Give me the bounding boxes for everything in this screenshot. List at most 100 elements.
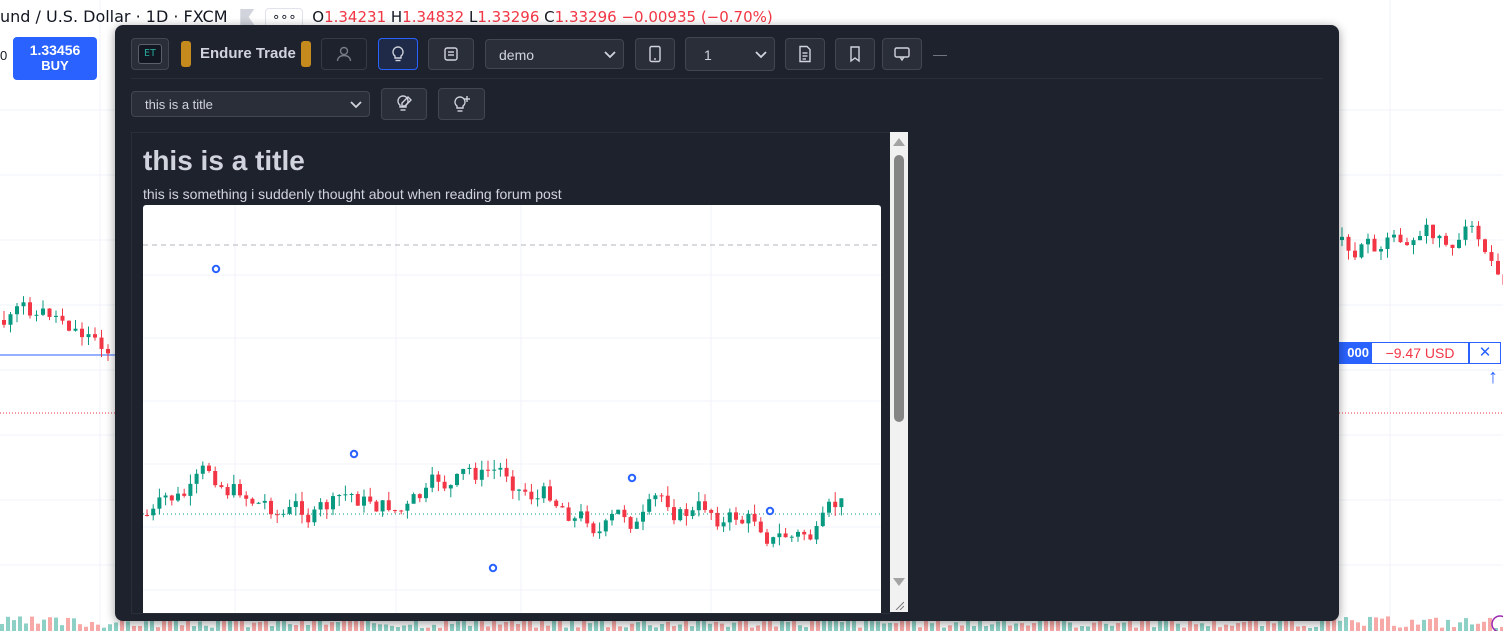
flag-icon[interactable] <box>240 9 255 25</box>
volume-bar <box>1002 616 1006 631</box>
bookmark-button[interactable] <box>835 38 875 70</box>
content-scrollbar[interactable] <box>890 132 908 612</box>
symbol-name[interactable]: und / U.S. Dollar · 1D · FXCM <box>0 7 228 26</box>
volume-bar <box>306 625 310 631</box>
candle-body <box>1489 252 1494 261</box>
volume-bar <box>702 618 706 631</box>
idea-chart-image <box>143 205 881 613</box>
scroll-up-icon[interactable] <box>893 138 905 146</box>
volume-bar <box>1080 626 1084 631</box>
volume-bar <box>834 619 838 631</box>
volume-bar <box>744 619 748 631</box>
candle-body <box>647 499 652 512</box>
buy-button[interactable]: 1.33456 BUY <box>13 37 97 80</box>
candle-body <box>176 493 180 501</box>
volume-bar <box>36 623 40 631</box>
volume-bar <box>360 616 364 631</box>
volume-bar <box>390 625 394 631</box>
volume-bar <box>984 625 988 631</box>
scrollbar-thumb[interactable] <box>894 155 904 422</box>
volume-bar <box>1104 623 1108 631</box>
volume-bar <box>1014 623 1018 631</box>
volume-bar <box>1176 623 1180 631</box>
candle-body <box>60 315 65 321</box>
candle-body <box>820 512 825 527</box>
position-line[interactable]: 000 −9.47 USD ✕ <box>1337 342 1503 364</box>
user-button[interactable] <box>321 38 367 70</box>
volume-bar <box>948 625 952 631</box>
volume-bar <box>528 617 532 631</box>
volume-bar <box>924 619 928 631</box>
candle-body <box>498 467 503 470</box>
volume-bar <box>1086 626 1090 631</box>
volume-bar <box>354 620 358 631</box>
volume-bar <box>1218 627 1222 631</box>
volume-bar <box>1272 623 1276 631</box>
comment-button[interactable] <box>882 38 922 70</box>
position-quantity[interactable]: 000 <box>1337 342 1371 364</box>
candle-body <box>250 498 255 504</box>
bookmark-icon <box>850 46 860 63</box>
volume-bar <box>420 627 424 631</box>
candle-body <box>517 489 521 491</box>
scroll-down-icon[interactable] <box>893 578 905 586</box>
candle-body <box>28 302 32 316</box>
idea-select[interactable]: this is a title <box>131 91 370 117</box>
volume-bar <box>990 624 994 631</box>
volume-bar <box>1242 621 1246 631</box>
candle-body <box>1366 238 1370 245</box>
arrow-up-icon[interactable]: ↑ <box>1488 366 1498 388</box>
ideas-button[interactable] <box>378 38 418 70</box>
volume-bar <box>1410 619 1414 631</box>
candle-body <box>318 502 323 510</box>
candle-body <box>293 501 298 508</box>
volume-bar <box>1398 627 1402 631</box>
candle-body <box>566 507 571 521</box>
candle-body <box>765 532 769 544</box>
volume-bar <box>42 619 46 631</box>
volume-bar <box>516 624 520 631</box>
endure-trade-panel: ET Endure Trade demo 1 — this is a title <box>115 25 1339 621</box>
idea-chart-snapshot <box>143 205 881 613</box>
mobile-button[interactable] <box>635 38 675 70</box>
document-button[interactable] <box>785 38 825 70</box>
candle-body <box>262 500 267 503</box>
quantity-select[interactable]: 1 <box>685 37 775 71</box>
volume-bar <box>1446 619 1450 631</box>
volume-bar <box>912 617 916 631</box>
minimize-dash[interactable]: — <box>933 46 947 62</box>
logo-button[interactable]: ET <box>131 38 169 70</box>
volume-bar <box>258 621 262 631</box>
edit-idea-button[interactable] <box>381 88 427 120</box>
candle-body <box>746 513 751 524</box>
add-idea-button[interactable] <box>438 88 485 120</box>
volume-bar <box>156 627 160 631</box>
volume-bar <box>396 627 400 631</box>
volume-bar <box>162 619 166 631</box>
volume-bar <box>798 625 802 631</box>
candle-body <box>231 484 236 496</box>
volume-bar <box>606 627 610 631</box>
volume-bar <box>30 616 34 631</box>
candle-body <box>225 487 230 496</box>
volume-bar <box>1500 626 1503 631</box>
volume-bar <box>48 617 52 631</box>
volume-bar <box>882 623 886 631</box>
volume-bar <box>954 622 958 631</box>
volume-bar <box>84 626 88 631</box>
candle-body <box>399 510 404 512</box>
sell-price-truncated: 0 <box>0 48 8 63</box>
candle-body <box>145 515 149 516</box>
volume-bar <box>324 624 328 631</box>
close-position-icon[interactable]: ✕ <box>1469 342 1501 364</box>
window-button[interactable] <box>428 38 474 70</box>
resize-grip-icon[interactable] <box>894 600 904 610</box>
candle-body <box>151 508 156 516</box>
volume-bar <box>0 624 4 631</box>
account-select[interactable]: demo <box>485 39 624 69</box>
volume-bar <box>636 622 640 631</box>
candle-body <box>417 494 422 499</box>
volume-bar <box>204 625 208 631</box>
volume-bar <box>1230 625 1234 631</box>
candle-body <box>99 337 104 349</box>
